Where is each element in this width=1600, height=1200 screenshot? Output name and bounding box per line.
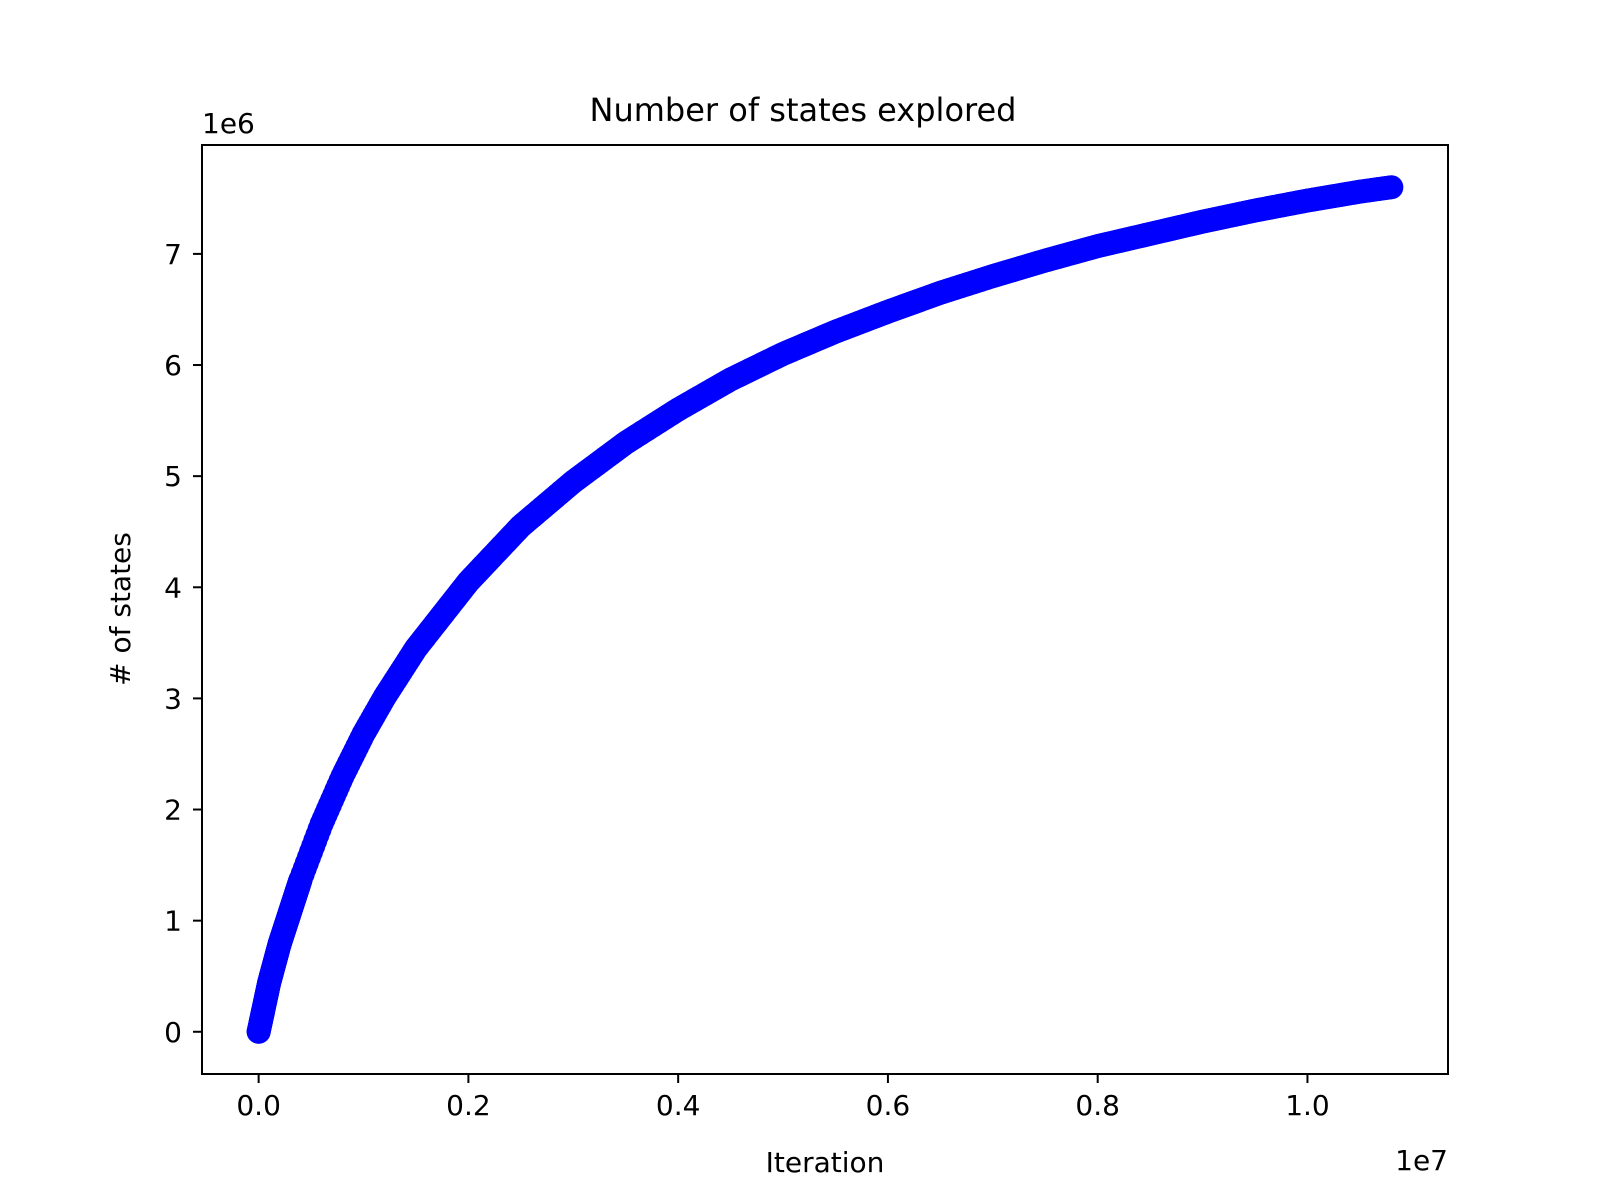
scatter-point (288, 868, 313, 893)
plot-frame (201, 144, 1449, 1075)
x-tick-label: 0.6 (866, 1089, 911, 1122)
y-tick-label: 3 (164, 682, 182, 715)
y-tick-label: 2 (164, 794, 182, 827)
plot-background (202, 145, 1448, 1074)
plot-area (201, 144, 1449, 1075)
x-tick-label: 0.8 (1075, 1089, 1120, 1122)
y-tick-label: 6 (164, 349, 182, 382)
y-axis: 0 1 2 3 4 5 6 7 (164, 238, 202, 1049)
x-tick-label: 1.0 (1285, 1089, 1330, 1122)
x-axis: 0.0 0.2 0.4 0.6 0.8 1.0 (236, 1074, 1330, 1122)
y-tick-label: 5 (164, 460, 182, 493)
y-tick-label: 1 (164, 905, 182, 938)
chart-title: Number of states explored (590, 91, 1017, 129)
x-tick-label: 0.2 (446, 1089, 491, 1122)
x-tick-label: 0.4 (656, 1089, 701, 1122)
scatter-point (1379, 175, 1404, 200)
x-tick-label: 0.0 (236, 1089, 281, 1122)
y-axis-label: # of states (104, 532, 137, 686)
y-tick-label: 4 (164, 571, 182, 604)
x-axis-label: Iteration (766, 1146, 885, 1179)
y-tick-label: 0 (164, 1016, 182, 1049)
x-offset-label: 1e7 (1395, 1144, 1448, 1177)
y-tick-label: 7 (164, 238, 182, 271)
data-layer (246, 175, 1404, 1044)
y-offset-label: 1e6 (202, 107, 255, 140)
